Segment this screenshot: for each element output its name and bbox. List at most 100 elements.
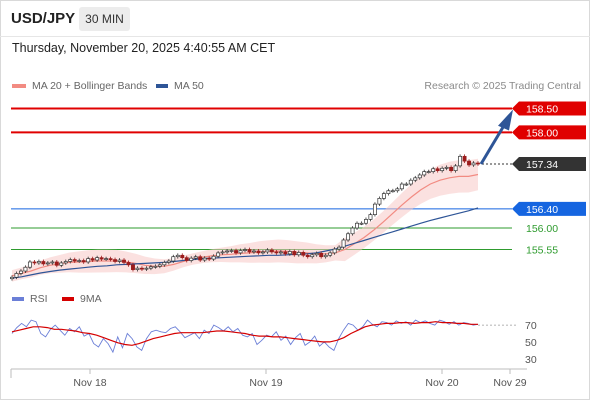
x-tick-label: Nov 20 xyxy=(425,377,458,389)
candle-body xyxy=(399,183,404,190)
candle-body xyxy=(148,266,153,269)
candle-body xyxy=(337,246,342,250)
price-level-tag xyxy=(512,156,586,171)
header-divider xyxy=(0,36,590,37)
candle-body xyxy=(269,249,274,253)
candle-body xyxy=(144,267,149,270)
candle-body xyxy=(247,249,252,253)
candle-body xyxy=(90,258,95,261)
legend-ma50-swatch xyxy=(156,84,168,88)
legend-ma20-label: MA 20 + Bollinger Bands xyxy=(32,80,148,92)
candle-body xyxy=(386,190,391,194)
candle-body xyxy=(341,239,346,248)
candle-body xyxy=(471,162,476,166)
credit-text: Research © 2025 Trading Central xyxy=(424,80,581,92)
candle-body xyxy=(283,251,288,255)
legend-ma20-swatch xyxy=(12,84,26,88)
candle-body xyxy=(238,250,243,254)
candle-body xyxy=(86,258,91,263)
candle-body xyxy=(372,203,377,215)
candle-body xyxy=(453,165,458,172)
candle-body xyxy=(256,250,261,254)
candle-body xyxy=(395,188,400,192)
candle-body xyxy=(346,233,351,241)
candle-body xyxy=(36,261,41,264)
candle-body xyxy=(359,222,364,225)
legend-9ma: 9MA xyxy=(62,293,102,305)
candle-body xyxy=(364,219,368,224)
candle-body xyxy=(314,253,319,256)
candle-body xyxy=(390,190,395,193)
rsi-ma9-line xyxy=(11,321,478,346)
ma50-line xyxy=(11,207,479,279)
candle-body xyxy=(81,260,86,263)
candle-body xyxy=(243,249,247,251)
candle-body xyxy=(368,214,373,220)
candle-body xyxy=(287,251,292,255)
candle-body xyxy=(431,168,436,172)
candle-body xyxy=(440,167,445,172)
candle-body xyxy=(184,257,189,261)
candle-body xyxy=(45,262,50,265)
candle-body xyxy=(408,179,413,185)
candle-body xyxy=(126,262,131,266)
candle-body xyxy=(41,261,46,265)
candle-body xyxy=(381,193,386,199)
candle-body xyxy=(117,259,122,262)
candle-body xyxy=(234,250,238,254)
candle-body xyxy=(113,259,118,262)
candle-body xyxy=(68,259,73,262)
candle-body xyxy=(14,273,19,278)
price-level-label: 158.50 xyxy=(526,104,558,116)
candle-body xyxy=(59,262,64,266)
candle-body xyxy=(108,258,113,260)
candle-body xyxy=(166,260,171,263)
candle-body xyxy=(328,252,333,256)
legend-ma20: MA 20 + Bollinger Bands xyxy=(12,80,147,92)
rsi-tick-label: 30 xyxy=(525,354,537,366)
timestamp: Thursday, November 20, 2025 4:40:55 AM C… xyxy=(12,41,276,55)
candle-body xyxy=(135,267,140,270)
price-level-label: 156.40 xyxy=(526,204,558,216)
candle-body xyxy=(95,257,100,261)
candle-body xyxy=(296,252,301,256)
candle-body xyxy=(104,258,109,260)
candle-body xyxy=(193,256,198,259)
candle-body xyxy=(19,270,23,274)
legend-9ma-swatch xyxy=(62,297,74,301)
candle-body xyxy=(426,171,431,173)
candle-body xyxy=(435,168,440,172)
candle-body xyxy=(175,254,180,258)
candle-body xyxy=(444,166,449,169)
candle-body xyxy=(278,251,283,254)
candle-body xyxy=(220,251,225,254)
price-level-label: 155.55 xyxy=(526,245,558,257)
candle-body xyxy=(216,252,221,257)
candle-body xyxy=(122,259,126,263)
x-tick-label: Nov 18 xyxy=(73,377,106,389)
candle-body xyxy=(153,265,158,268)
candle-body xyxy=(77,260,82,262)
candle-body xyxy=(319,253,324,258)
candle-body xyxy=(162,262,167,266)
candle-body xyxy=(202,257,207,261)
candle-body xyxy=(131,264,135,270)
price-level-label: 156.00 xyxy=(526,223,558,235)
candle-body xyxy=(207,257,212,260)
candle-body xyxy=(72,259,77,262)
chart-header: USD/JPY 30 MIN xyxy=(0,0,590,36)
candle-body xyxy=(189,257,194,261)
candle-body xyxy=(225,250,230,253)
candle-body xyxy=(274,251,279,254)
candle-body xyxy=(63,261,68,264)
price-level-label: 158.00 xyxy=(526,127,558,139)
interval-selector[interactable]: 30 MIN xyxy=(79,7,130,31)
candle-body xyxy=(310,254,315,258)
candle-body xyxy=(462,155,467,162)
candle-body xyxy=(50,261,55,264)
price-level-tag xyxy=(512,125,586,140)
candle-body xyxy=(32,261,37,264)
candle-body xyxy=(139,267,144,270)
candle-body xyxy=(417,174,422,179)
candle-body xyxy=(23,266,28,272)
